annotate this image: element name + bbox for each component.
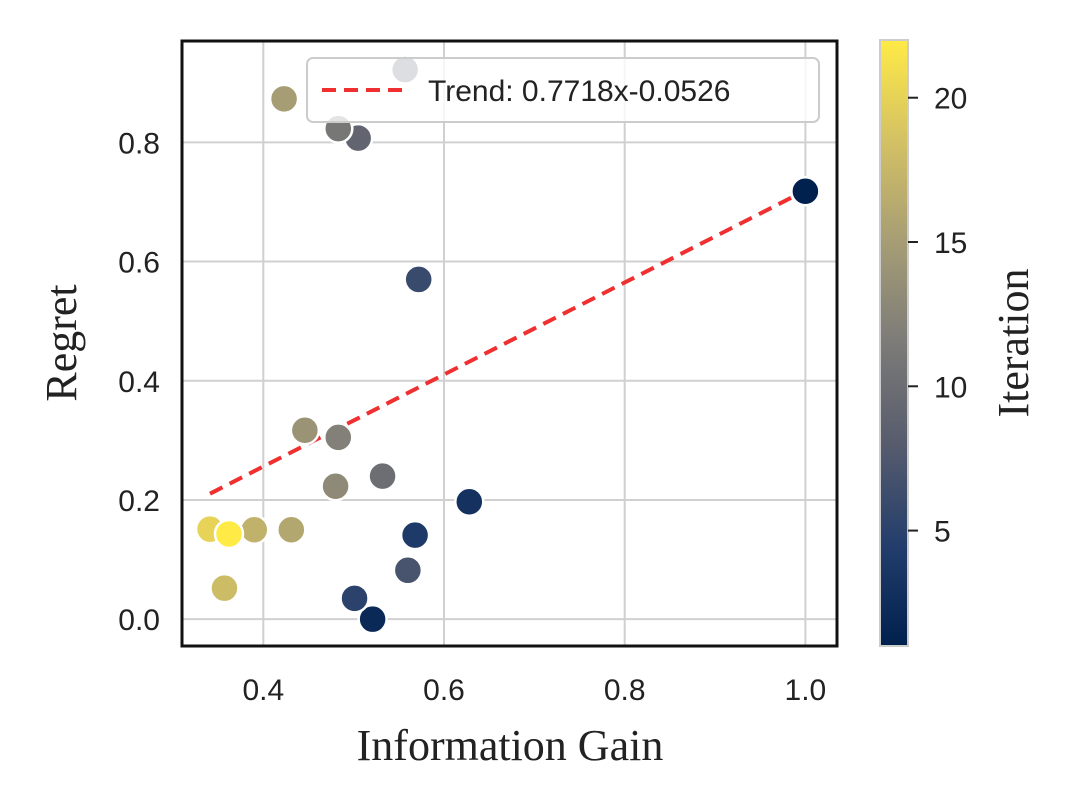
trend-line (209, 188, 807, 496)
data-point (239, 514, 270, 546)
data-point (790, 175, 821, 207)
colorbar-tick-label: 15 (934, 227, 967, 260)
y-tick-label: 0.2 (118, 485, 160, 518)
grid-lines (182, 41, 837, 646)
data-point (276, 514, 307, 546)
data-point (320, 471, 351, 502)
data-point (289, 414, 321, 446)
data-point (367, 460, 398, 492)
data-point (323, 422, 354, 453)
colorbar-tick-label: 5 (934, 516, 951, 549)
y-tick-label: 0.4 (118, 366, 160, 399)
legend: Trend: 0.7718x-0.0526 (306, 57, 820, 123)
plot-frame (180, 39, 839, 648)
x-tick-label: 0.8 (604, 674, 646, 707)
data-point (454, 486, 485, 518)
y-tick-label: 0.6 (118, 247, 160, 280)
data-point (339, 583, 370, 614)
data-point (209, 572, 240, 604)
y-axis-ticks: 0.0 0.2 0.4 0.6 0.8 (118, 127, 160, 637)
data-point (213, 518, 245, 550)
colorbar-title: Iteration (989, 268, 1038, 417)
colorbar-tick-label: 10 (934, 371, 967, 404)
x-tick-label: 0.4 (242, 674, 284, 707)
data-point (268, 83, 300, 115)
x-axis-ticks: 0.4 0.6 0.8 1.0 (242, 674, 826, 707)
data-point (403, 264, 434, 295)
legend-box (306, 57, 820, 123)
colorbar (879, 39, 909, 647)
data-point (399, 519, 431, 551)
legend-trend-label: Trend: 0.7718x-0.0526 (428, 75, 730, 108)
y-axis-title: Regret (37, 284, 86, 401)
trend-layer (209, 188, 807, 496)
x-axis-title: Information Gain (357, 721, 664, 770)
x-tick-label: 0.6 (423, 674, 465, 707)
data-point (392, 555, 424, 586)
colorbar-ticks: 5 10 15 20 (908, 83, 967, 549)
colorbar-tick-label: 20 (934, 83, 967, 116)
data-point (357, 603, 388, 635)
y-tick-label: 0.0 (118, 604, 160, 637)
y-tick-label: 0.8 (118, 127, 160, 160)
x-tick-label: 1.0 (785, 674, 827, 707)
